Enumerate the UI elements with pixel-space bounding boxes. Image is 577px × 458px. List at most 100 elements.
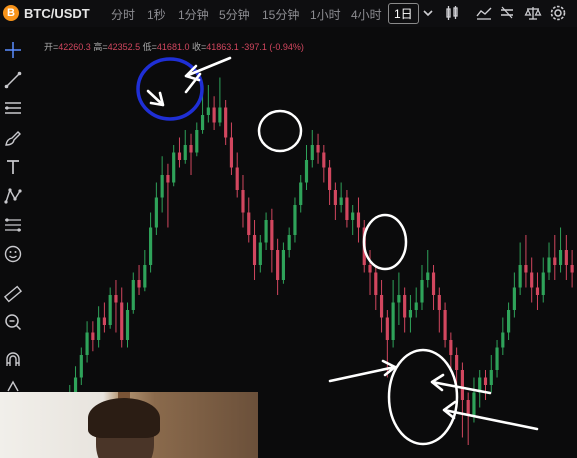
- horizontal-lines-icon[interactable]: [3, 98, 23, 118]
- tab-timeframe-1s[interactable]: 1秒: [147, 6, 166, 23]
- candle-body: [547, 258, 550, 273]
- candle-body: [230, 138, 233, 168]
- candle-body: [293, 205, 296, 235]
- candle-body: [495, 348, 498, 371]
- low-label: 低=: [143, 42, 157, 52]
- tab-timeframe-4h[interactable]: 4小时: [351, 6, 382, 23]
- candle-body: [311, 145, 314, 160]
- candle-body: [507, 310, 510, 333]
- candle-body: [109, 295, 112, 325]
- candle-body: [132, 280, 135, 310]
- candle-body: [299, 183, 302, 206]
- arrow-annotation: [148, 58, 537, 429]
- settings-icon[interactable]: [549, 4, 567, 22]
- indicator-icon[interactable]: [475, 4, 493, 22]
- candle-body: [253, 235, 256, 265]
- tab-timeframe-time[interactable]: 分时: [111, 6, 135, 23]
- high-label: 高=: [93, 42, 107, 52]
- close-value: 41863.1: [206, 42, 239, 52]
- tab-timeframe-5m[interactable]: 5分钟: [219, 6, 250, 23]
- close-label: 收=: [192, 42, 206, 52]
- candle-body: [155, 198, 158, 228]
- candle-body: [571, 265, 574, 273]
- candle-body: [461, 370, 464, 400]
- white-circle-annotation: [259, 111, 301, 151]
- open-label: 开=: [44, 42, 58, 52]
- tab-timeframe-1m[interactable]: 1分钟: [178, 6, 209, 23]
- tab-timeframe-1d[interactable]: 1日: [388, 3, 419, 24]
- candle-body: [559, 250, 562, 265]
- text-icon[interactable]: [3, 157, 23, 177]
- candle-body: [524, 265, 527, 273]
- blue-circle-annotation: [138, 59, 202, 119]
- brush-icon[interactable]: [3, 128, 23, 148]
- candle-body: [195, 130, 198, 153]
- candle-body: [247, 213, 250, 236]
- candle-body: [340, 198, 343, 206]
- candle-body: [207, 108, 210, 116]
- pattern-icon[interactable]: [3, 186, 23, 206]
- candle-body: [455, 355, 458, 370]
- emoji-icon[interactable]: [3, 244, 23, 264]
- candle-body: [397, 295, 400, 303]
- candle-body: [172, 153, 175, 183]
- candle-body: [420, 280, 423, 303]
- change-value: -397.1 (-0.94%): [241, 42, 304, 52]
- candle-body: [386, 318, 389, 341]
- candle-body: [236, 168, 239, 191]
- candlestick-type-icon[interactable]: [443, 4, 461, 22]
- candle-body: [241, 190, 244, 213]
- candle-body: [189, 145, 192, 153]
- chevron-down-icon[interactable]: [419, 4, 437, 22]
- candle-body: [85, 333, 88, 356]
- candle-body: [351, 213, 354, 221]
- candle-body: [276, 250, 279, 280]
- trend-line-icon[interactable]: [3, 70, 23, 90]
- candle-body: [357, 213, 360, 228]
- white-circle-annotation: [389, 350, 457, 444]
- candle-body: [259, 243, 262, 266]
- candle-body: [149, 228, 152, 266]
- candle-body: [553, 258, 556, 266]
- candle-body: [288, 235, 291, 250]
- symbol-selector[interactable]: BTC/USDT: [24, 6, 90, 21]
- candle-body: [120, 303, 123, 341]
- tab-timeframe-15m[interactable]: 15分钟: [262, 6, 299, 23]
- candle-body: [443, 310, 446, 340]
- low-value: 41681.0: [157, 42, 190, 52]
- candle-body: [519, 265, 522, 288]
- candle-body: [565, 250, 568, 265]
- candle-body: [426, 273, 429, 281]
- candle-body: [484, 378, 487, 386]
- candle-body: [432, 273, 435, 296]
- candle-body: [530, 273, 533, 288]
- candle-body: [103, 318, 106, 326]
- candle-body: [74, 378, 77, 393]
- fibonacci-icon[interactable]: [3, 215, 23, 235]
- candle-body: [478, 378, 481, 393]
- candle-body: [542, 273, 545, 296]
- zoom-icon[interactable]: [3, 312, 23, 332]
- bitcoin-icon: B: [3, 5, 19, 21]
- candle-body: [513, 288, 516, 311]
- candle-body: [143, 265, 146, 288]
- candle-body: [166, 175, 169, 183]
- candle-body: [97, 318, 100, 341]
- candle-body: [438, 295, 441, 310]
- candle-body: [213, 108, 216, 123]
- ruler-icon[interactable]: [3, 284, 23, 304]
- candle-body: [368, 265, 371, 273]
- compare-icon[interactable]: [498, 4, 516, 22]
- candle-body: [334, 190, 337, 205]
- candle-body: [392, 303, 395, 341]
- candle-body: [536, 288, 539, 296]
- candle-body: [137, 280, 140, 288]
- candle-body: [363, 228, 366, 266]
- candle-body: [201, 115, 204, 130]
- balance-icon[interactable]: [524, 4, 542, 22]
- magnet-icon[interactable]: [3, 350, 23, 370]
- crosshair-icon[interactable]: [3, 40, 23, 60]
- tab-timeframe-1h[interactable]: 1小时: [310, 6, 341, 23]
